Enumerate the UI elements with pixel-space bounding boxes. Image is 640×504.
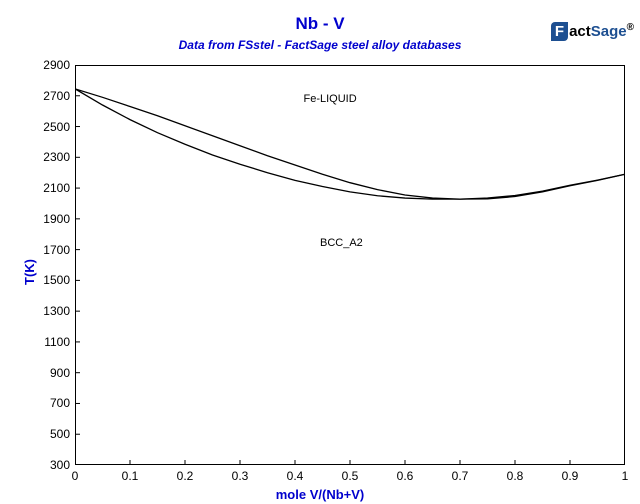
x-tick-label: 0.7 [450, 469, 470, 483]
x-tick-label: 0.5 [340, 469, 360, 483]
x-axis-label: mole V/(Nb+V) [0, 487, 640, 502]
chart-subtitle: Data from FSstel - FactSage steel alloy … [0, 38, 640, 52]
y-tick-label: 900 [50, 366, 70, 380]
y-tick-label: 1300 [43, 304, 70, 318]
y-tick-label: 1500 [43, 273, 70, 287]
plot-area [75, 65, 625, 465]
x-tick-label: 1 [615, 469, 635, 483]
x-tick-label: 0.4 [285, 469, 305, 483]
y-tick-label: 300 [50, 458, 70, 472]
y-tick-label: 1700 [43, 243, 70, 257]
x-tick-label: 0.9 [560, 469, 580, 483]
y-tick-label: 1900 [43, 212, 70, 226]
factsage-logo: FactSage® [551, 22, 634, 41]
y-tick-label: 2300 [43, 150, 70, 164]
y-tick-label: 500 [50, 427, 70, 441]
region-label: BCC_A2 [320, 237, 363, 249]
y-tick-label: 1100 [44, 335, 70, 349]
y-tick-label: 2100 [43, 181, 70, 195]
x-tick-label: 0.2 [175, 469, 195, 483]
y-tick-label: 2500 [43, 120, 70, 134]
y-tick-label: 700 [50, 396, 70, 410]
x-tick-label: 0.3 [230, 469, 250, 483]
chart-container: Nb - V Data from FSstel - FactSage steel… [0, 0, 640, 504]
region-label: Fe-LIQUID [304, 93, 357, 105]
y-tick-label: 2700 [43, 89, 70, 103]
x-tick-label: 0.8 [505, 469, 525, 483]
chart-title: Nb - V [0, 14, 640, 34]
x-tick-label: 0.1 [120, 469, 140, 483]
x-tick-label: 0.6 [395, 469, 415, 483]
y-tick-label: 2900 [43, 58, 70, 72]
y-axis-label: T(K) [22, 259, 37, 285]
